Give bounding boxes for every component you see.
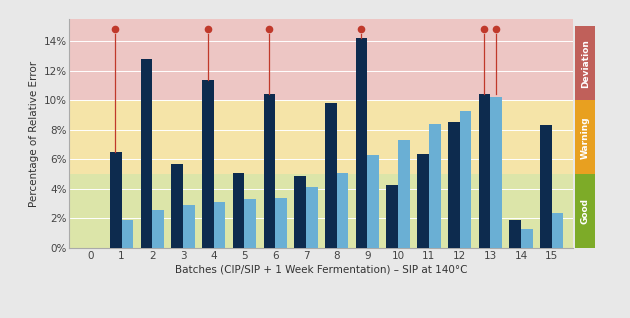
Y-axis label: Percentage of Relative Error: Percentage of Relative Error	[29, 60, 39, 207]
Bar	[171, 164, 183, 248]
Bar	[183, 205, 195, 248]
Bar	[69, 174, 573, 248]
Bar	[69, 100, 573, 174]
Bar	[69, 4, 573, 100]
Bar	[325, 103, 336, 248]
Bar	[448, 122, 460, 248]
Text: Warning: Warning	[581, 116, 590, 159]
Bar	[152, 210, 164, 248]
Bar	[336, 173, 348, 248]
Bar	[552, 213, 563, 248]
Bar	[356, 38, 367, 248]
Bar	[429, 124, 440, 248]
Text: Good: Good	[581, 198, 590, 224]
Bar	[367, 155, 379, 248]
Bar	[294, 176, 306, 248]
Bar	[479, 94, 490, 248]
Bar	[275, 198, 287, 248]
Bar	[202, 80, 214, 248]
X-axis label: Batches (CIP/SIP + 1 Week Fermentation) – SIP at 140°C: Batches (CIP/SIP + 1 Week Fermentation) …	[175, 265, 467, 275]
Bar	[417, 154, 429, 248]
Bar	[214, 202, 226, 248]
Bar	[490, 97, 502, 248]
Bar	[460, 111, 471, 248]
Bar	[306, 188, 318, 248]
Bar	[122, 220, 133, 248]
Text: Deviation: Deviation	[581, 39, 590, 88]
Bar	[540, 125, 552, 248]
Bar	[386, 184, 398, 248]
Bar	[110, 152, 122, 248]
Bar	[510, 220, 521, 248]
Bar	[398, 140, 410, 248]
Legend: H0/H2 oDO Cap (Current Technology), H3/H4 oDO Cap (New Technology), Calibration : H0/H2 oDO Cap (Current Technology), H3/H…	[30, 317, 542, 318]
Bar	[140, 59, 152, 248]
Bar	[244, 199, 256, 248]
Bar	[233, 173, 244, 248]
Bar	[263, 94, 275, 248]
Bar	[521, 229, 533, 248]
